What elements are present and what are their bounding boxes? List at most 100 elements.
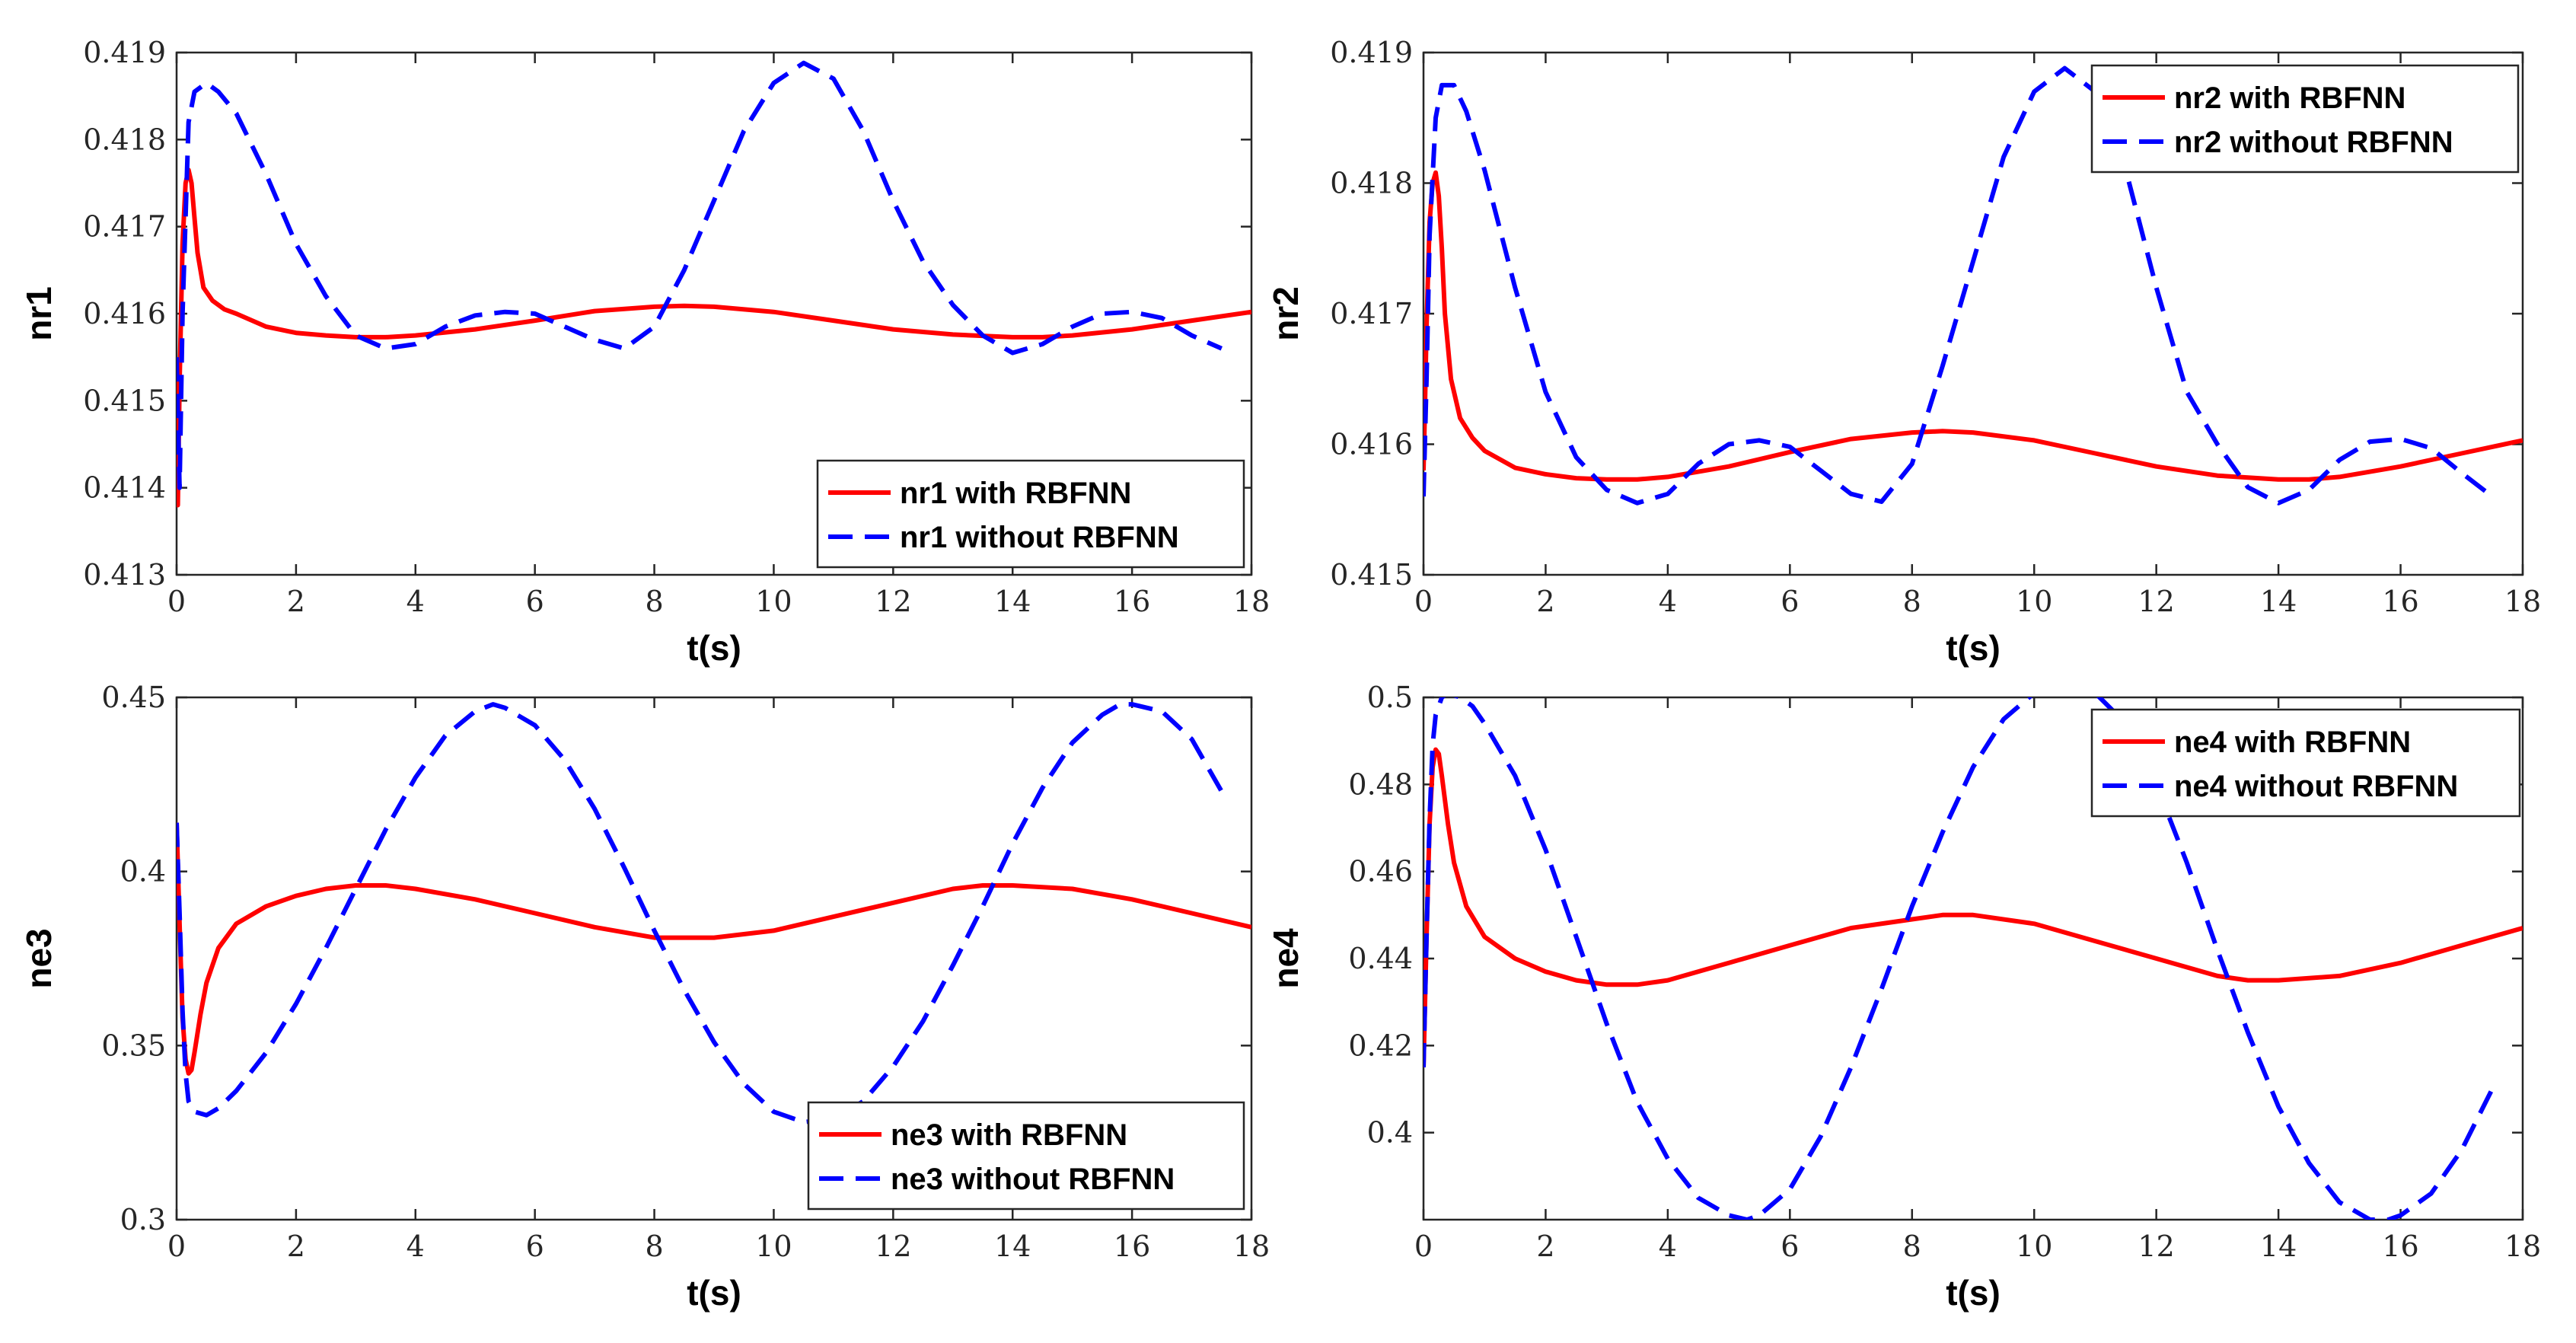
y-tick-label: 0.44 — [1348, 942, 1413, 975]
x-tick-label: 2 — [1536, 585, 1554, 618]
y-tick-label: 0.4 — [120, 855, 166, 888]
x-tick-label: 12 — [875, 1230, 911, 1263]
legend-box — [816, 459, 1245, 569]
x-tick-label: 6 — [1781, 585, 1799, 618]
y-axis-label: ne4 — [1266, 928, 1306, 989]
x-tick-label: 18 — [2504, 1230, 2541, 1263]
legend-entry: ne3 without RBFNN — [891, 1163, 1175, 1196]
x-axis-label: t(s) — [687, 628, 741, 668]
x-tick-label: 4 — [406, 585, 425, 618]
axes-box — [175, 696, 1253, 1221]
x-tick-label: 8 — [645, 1230, 663, 1263]
x-tick-label: 18 — [1233, 585, 1270, 618]
y-tick-label: 0.45 — [101, 681, 166, 714]
series-line-with-rbfnn — [177, 167, 1251, 508]
series-group — [1423, 65, 2523, 506]
x-tick-label: 0 — [1414, 1230, 1433, 1263]
x-tick-label: 18 — [1233, 1230, 1270, 1263]
legend-entry: ne4 with RBFNN — [2174, 726, 2411, 759]
x-tick-label: 6 — [526, 585, 544, 618]
y-tick-label: 0.415 — [83, 384, 166, 417]
y-tick-label: 0.46 — [1348, 855, 1413, 888]
x-tick-label: 6 — [526, 1230, 544, 1263]
legend: ne4 with RBFNN ne4 without RBFNN — [2090, 708, 2521, 818]
series-group — [1423, 697, 2523, 1220]
legend-entry: ne3 with RBFNN — [891, 1118, 1127, 1152]
y-tick-label: 0.35 — [101, 1029, 166, 1062]
y-tick-label: 0.5 — [1367, 681, 1413, 714]
legend: ne3 with RBFNN ne3 without RBFNN — [807, 1101, 1245, 1211]
x-tick-label: 14 — [2260, 1230, 2297, 1263]
x-tick-label: 14 — [2260, 585, 2297, 618]
x-tick-label: 2 — [1536, 1230, 1554, 1263]
series-line-with-rbfnn — [177, 822, 1251, 1076]
x-tick-label: 2 — [287, 1230, 305, 1263]
y-axis-label: nr2 — [1266, 286, 1306, 341]
y-axis-label: ne3 — [19, 928, 59, 988]
x-tick-label: 12 — [2138, 585, 2174, 618]
x-tick-label: 8 — [645, 585, 663, 618]
x-axis-label: t(s) — [1946, 628, 2001, 668]
x-tick-label: 16 — [2382, 585, 2418, 618]
series-line-without-rbfnn — [177, 702, 1224, 1124]
x-tick-label: 16 — [2382, 1230, 2418, 1263]
legend-box — [2090, 64, 2520, 174]
chart-nr1: 0 2 4 6 8 10 12 14 16 18 0.413 0.414 0.415 0.416 0.417… — [19, 36, 1270, 668]
y-tick-label: 0.3 — [120, 1203, 166, 1236]
y-tick-label: 0.415 — [1330, 558, 1413, 592]
series-line-with-rbfnn — [1423, 170, 2523, 482]
x-tick-label: 12 — [875, 585, 911, 618]
legend-box — [2090, 708, 2521, 818]
x-tick-label: 4 — [1659, 585, 1677, 618]
y-tick-label: 0.417 — [1330, 297, 1413, 330]
x-tick-label: 10 — [2016, 1230, 2052, 1263]
legend-entry: nr1 with RBFNN — [900, 477, 1131, 510]
x-tick-label: 0 — [167, 585, 186, 618]
y-axis-label: nr1 — [19, 286, 59, 341]
x-tick-label: 14 — [994, 585, 1031, 618]
series-line-without-rbfnn — [177, 60, 1223, 490]
x-tick-label: 16 — [1114, 1230, 1150, 1263]
chart-ne4: 0 2 4 6 8 10 12 14 16 18 0.4 0.42 0.44 0.46 0.48 0.5 t(s… — [1266, 681, 2541, 1313]
legend-entry: ne4 without RBFNN — [2174, 770, 2458, 803]
series-group — [177, 702, 1251, 1124]
y-tick-label: 0.419 — [83, 36, 166, 69]
series-group — [177, 60, 1251, 508]
x-tick-label: 14 — [994, 1230, 1031, 1263]
y-tick-label: 0.414 — [83, 471, 166, 505]
x-axis-label: t(s) — [1946, 1273, 2001, 1313]
legend-entry: nr2 without RBFNN — [2174, 126, 2453, 159]
x-axis-label: t(s) — [687, 1273, 741, 1313]
x-tick-label: 8 — [1903, 1230, 1921, 1263]
y-tick-label: 0.418 — [83, 123, 166, 156]
y-tick-label: 0.413 — [83, 558, 166, 592]
x-tick-label: 0 — [167, 1230, 186, 1263]
y-tick-label: 0.416 — [1330, 428, 1413, 461]
series-line-with-rbfnn — [1423, 747, 2523, 1067]
y-tick-label: 0.4 — [1367, 1116, 1413, 1150]
x-tick-label: 0 — [1414, 585, 1433, 618]
y-tick-label: 0.48 — [1348, 767, 1413, 801]
series-line-without-rbfnn — [1423, 697, 2495, 1220]
y-tick-label: 0.418 — [1330, 167, 1413, 200]
legend-entry: nr2 with RBFNN — [2174, 81, 2405, 115]
legend: nr2 with RBFNN nr2 without RBFNN — [2090, 64, 2520, 174]
x-tick-label: 10 — [755, 585, 792, 618]
legend: nr1 with RBFNN nr1 without RBFNN — [816, 459, 1245, 569]
x-tick-label: 4 — [1659, 1230, 1677, 1263]
x-tick-label: 12 — [2138, 1230, 2174, 1263]
x-tick-label: 10 — [2016, 585, 2052, 618]
series-line-without-rbfnn — [1423, 65, 2494, 506]
y-tick-label: 0.416 — [83, 297, 166, 330]
legend-entry: nr1 without RBFNN — [900, 521, 1179, 554]
y-tick-label: 0.417 — [83, 210, 166, 244]
x-tick-label: 18 — [2504, 585, 2541, 618]
x-tick-label: 8 — [1903, 585, 1921, 618]
legend-box — [807, 1101, 1245, 1211]
y-tick-label: 0.419 — [1330, 36, 1413, 69]
chart-nr2: 0 2 4 6 8 10 12 14 16 18 0.415 0.416 0.417 0.418 0.419… — [1266, 36, 2541, 668]
chart-ne3: 0 2 4 6 8 10 12 14 16 18 0.3 0.35 0.4 0.45 t(s) ne3 ne3 … — [19, 681, 1270, 1313]
x-tick-label: 10 — [755, 1230, 792, 1263]
